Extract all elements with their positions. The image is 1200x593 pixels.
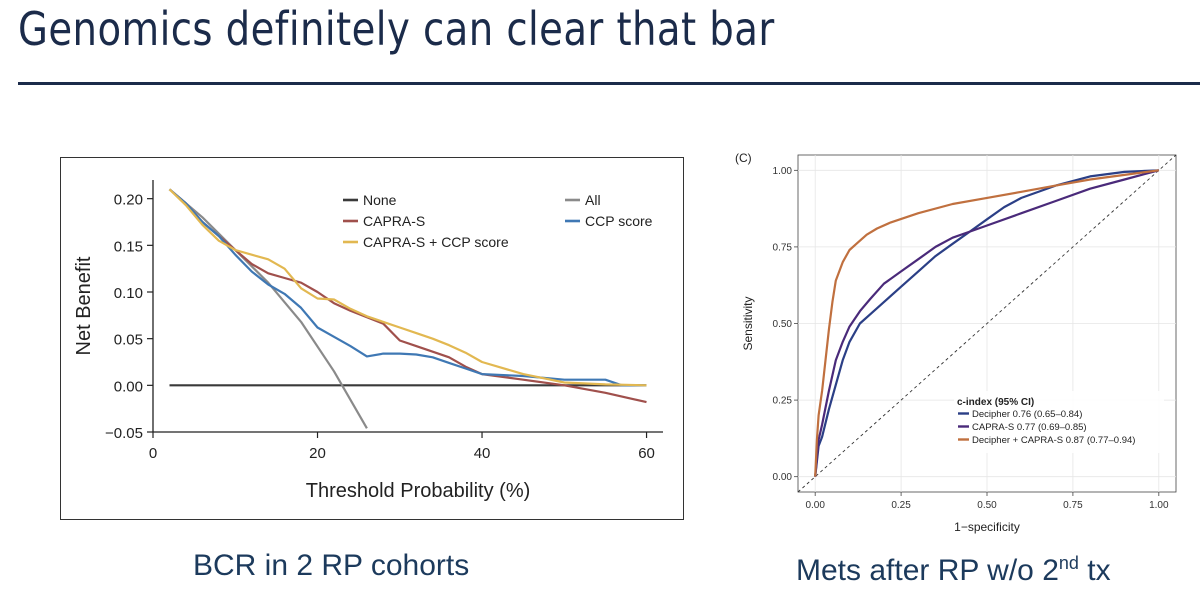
x-tick-label: 0 — [149, 445, 157, 462]
y-tick-label: 0.20 — [114, 192, 143, 209]
legend-label-ccp-score: CCP score — [585, 213, 653, 229]
legend-label-decipher-0-76-0-65-0-84: Decipher 0.76 (0.65–0.84) — [972, 409, 1082, 420]
legend-label-none: None — [363, 192, 397, 208]
legend-label-all: All — [585, 192, 601, 208]
right-caption-tail: tx — [1078, 554, 1111, 587]
roc-curve-decipher-capra-s-0-87-0-77-0-94 — [814, 169, 1159, 477]
x-axis-title: Threshold Probability (%) — [306, 480, 531, 502]
y-tick-label: 0.75 — [773, 242, 793, 253]
right-caption-main: Mets after RP w/o 2 — [796, 554, 1059, 587]
legend-title: c-index (95% CI) — [957, 397, 1034, 408]
left-chart-caption: BCR in 2 RP cohorts — [193, 549, 470, 582]
x-tick-label: 0.50 — [977, 500, 997, 511]
right-chart-caption: Mets after RP w/o 2nd tx — [796, 553, 1111, 588]
legend-box — [954, 391, 1164, 453]
x-tick-label: 0.75 — [1063, 500, 1083, 511]
roc-curve-capra-s-0-77-0-69-0-85 — [814, 169, 1160, 477]
chart-frame — [60, 157, 684, 520]
y-tick-label: 0.00 — [773, 472, 793, 483]
x-axis-title: 1−specificity — [954, 520, 1020, 534]
x-tick-label: 0.00 — [805, 500, 825, 511]
x-tick-label: 0.25 — [891, 500, 911, 511]
panel-label: (C) — [735, 151, 752, 165]
roc-curve-decipher-0-76-0-65-0-84 — [814, 169, 1159, 477]
x-tick-label: 20 — [309, 445, 326, 462]
y-tick-label: 0.10 — [114, 285, 143, 302]
series-line-ccp-score — [168, 188, 647, 387]
slide-title: Genomics definitely can clear that bar — [18, 2, 775, 56]
y-tick-label: 0.15 — [114, 238, 143, 255]
roc-chart: 0.00 0.25 0.50 0.75 1.00 0.00 0.25 0.50 0.75 1.00… — [735, 151, 1177, 534]
right-caption-superscript: nd — [1058, 553, 1079, 573]
net-benefit-chart: −0.05 0.00 0.05 0.10 0.15 0.20 0 20 40 60 Threshol… — [60, 157, 684, 520]
diagonal-reference-line — [797, 154, 1177, 493]
y-tick-label: 0.00 — [114, 378, 143, 395]
y-tick-label: 0.25 — [773, 396, 793, 407]
y-tick-label: 1.00 — [773, 166, 793, 177]
y-tick-label: 0.05 — [114, 332, 143, 349]
legend-label-capra-s-ccp-score: CAPRA-S + CCP score — [363, 234, 509, 250]
series-line-capra-s-ccp-score — [168, 188, 647, 387]
legend-label-capra-s: CAPRA-S — [363, 213, 425, 229]
legend-label-capra-s-0-77-0-69-0-85: CAPRA-S 0.77 (0.69–0.85) — [972, 422, 1087, 433]
x-tick-label: 40 — [474, 445, 491, 462]
x-tick-label: 1.00 — [1149, 500, 1169, 511]
series-line-all — [168, 188, 368, 429]
title-underline — [18, 82, 1200, 85]
y-axis-title: Net Benefit — [73, 256, 95, 355]
legend-label-decipher-capra-s-0-87-0-77-0-94: Decipher + CAPRA-S 0.87 (0.77–0.94) — [972, 435, 1135, 446]
x-tick-label: 60 — [638, 445, 655, 462]
y-axis-title: Sensitivity — [741, 296, 755, 350]
y-tick-label: 0.50 — [773, 319, 793, 330]
y-tick-label: −0.05 — [105, 425, 143, 442]
